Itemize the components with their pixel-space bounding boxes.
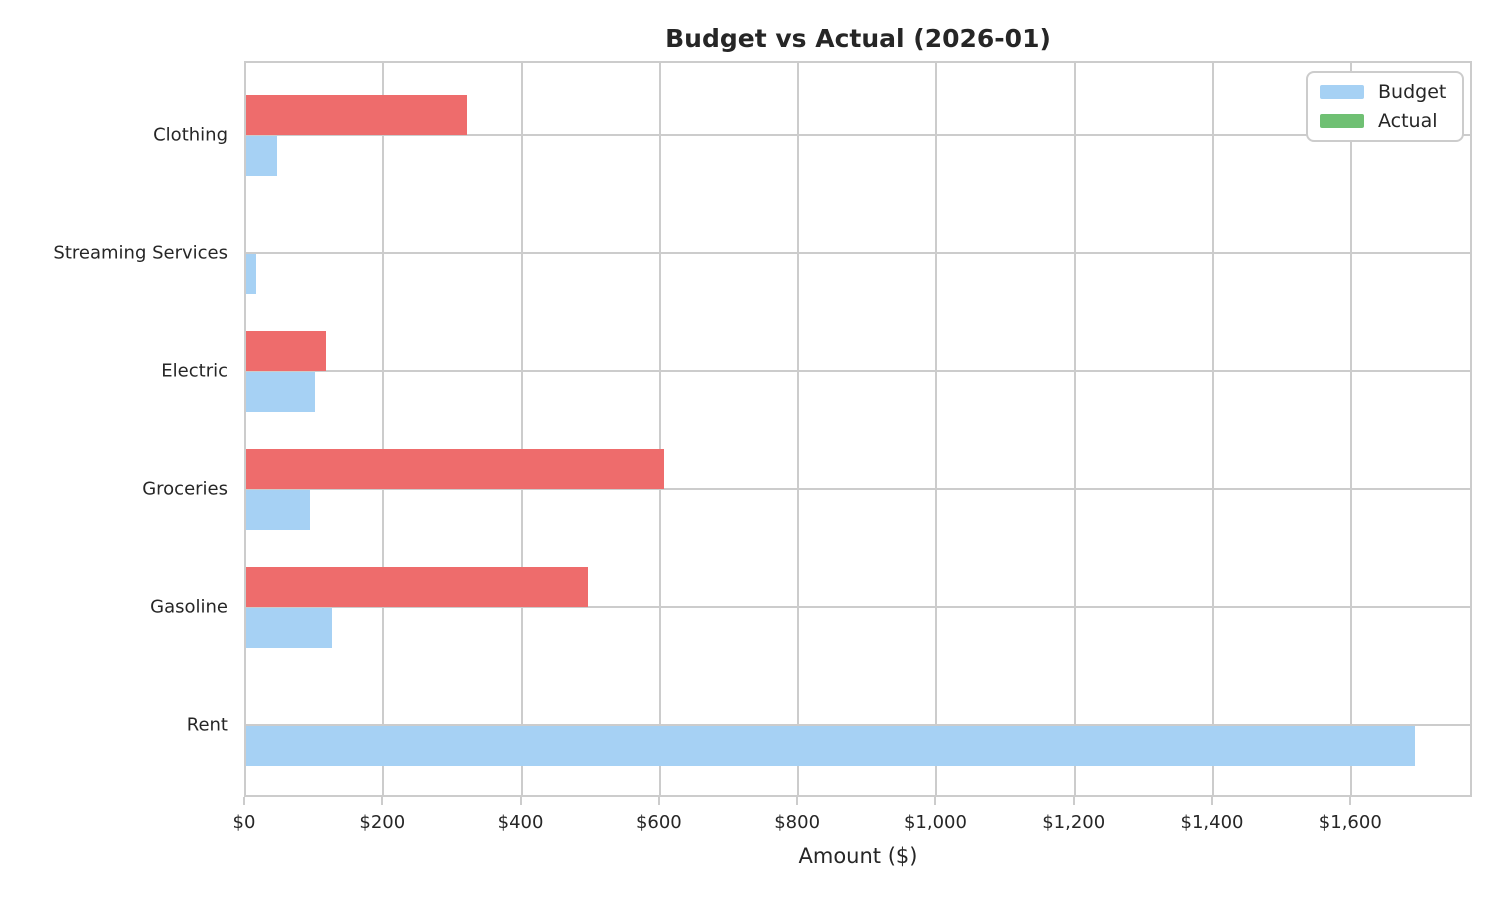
bar-budget-3 bbox=[246, 490, 311, 530]
x-tick-mark bbox=[519, 797, 522, 805]
bar-actual-3 bbox=[246, 449, 665, 489]
legend-label-budget: Budget bbox=[1378, 81, 1447, 103]
x-tick-mark bbox=[934, 797, 937, 805]
y-tick-label: Groceries bbox=[142, 478, 228, 500]
x-tick-mark bbox=[381, 797, 384, 805]
bar-budget-0 bbox=[246, 136, 278, 176]
x-tick-mark bbox=[1072, 797, 1075, 805]
y-gridline bbox=[246, 252, 1470, 254]
y-gridline bbox=[246, 134, 1470, 136]
x-gridline bbox=[1073, 63, 1076, 795]
y-tick-label: Gasoline bbox=[150, 596, 228, 618]
plot-area bbox=[244, 61, 1472, 797]
legend-label-actual: Actual bbox=[1378, 110, 1438, 132]
y-gridline bbox=[246, 370, 1470, 372]
x-tick-mark bbox=[657, 797, 660, 805]
x-tick-mark bbox=[243, 797, 245, 805]
y-tick-label: Electric bbox=[161, 360, 228, 382]
x-tick-mark bbox=[1211, 797, 1214, 805]
x-tick-label: $1,600 bbox=[1318, 812, 1382, 833]
x-tick-label: $800 bbox=[774, 812, 821, 833]
x-tick-mark bbox=[796, 797, 799, 805]
x-gridline bbox=[797, 63, 800, 795]
y-gridline bbox=[246, 488, 1470, 490]
y-tick-label: Streaming Services bbox=[53, 242, 228, 264]
y-gridline bbox=[246, 724, 1470, 726]
bar-budget-1 bbox=[246, 254, 256, 294]
x-tick-label: $1,000 bbox=[903, 812, 967, 833]
x-tick-label: $400 bbox=[497, 812, 544, 833]
x-gridline bbox=[382, 63, 385, 795]
legend-swatch-actual bbox=[1320, 114, 1364, 128]
x-gridline bbox=[935, 63, 938, 795]
bar-actual-2 bbox=[246, 331, 326, 371]
x-tick-label: $200 bbox=[359, 812, 406, 833]
x-gridline bbox=[1350, 63, 1353, 795]
y-gridline bbox=[246, 606, 1470, 608]
legend-swatch-budget bbox=[1320, 85, 1364, 99]
legend: Budget Actual bbox=[1306, 71, 1465, 142]
x-gridline bbox=[1212, 63, 1215, 795]
bar-budget-2 bbox=[246, 372, 316, 412]
legend-item-actual: Actual bbox=[1320, 110, 1446, 132]
bar-actual-4 bbox=[246, 567, 589, 607]
x-gridline bbox=[658, 63, 661, 795]
legend-item-budget: Budget bbox=[1320, 81, 1446, 103]
bar-budget-5 bbox=[246, 726, 1415, 766]
bar-budget-4 bbox=[246, 608, 333, 648]
x-tick-label: $0 bbox=[232, 812, 256, 833]
x-gridline bbox=[520, 63, 523, 795]
x-tick-label: $600 bbox=[635, 812, 682, 833]
x-tick-label: $1,400 bbox=[1180, 812, 1244, 833]
x-axis-label: Amount ($) bbox=[798, 844, 918, 868]
bar-actual-0 bbox=[246, 95, 468, 135]
chart-title: Budget vs Actual (2026-01) bbox=[665, 24, 1051, 53]
y-tick-label: Rent bbox=[186, 714, 228, 736]
x-tick-mark bbox=[1349, 797, 1352, 805]
x-tick-label: $1,200 bbox=[1042, 812, 1106, 833]
y-tick-label: Clothing bbox=[153, 124, 228, 146]
